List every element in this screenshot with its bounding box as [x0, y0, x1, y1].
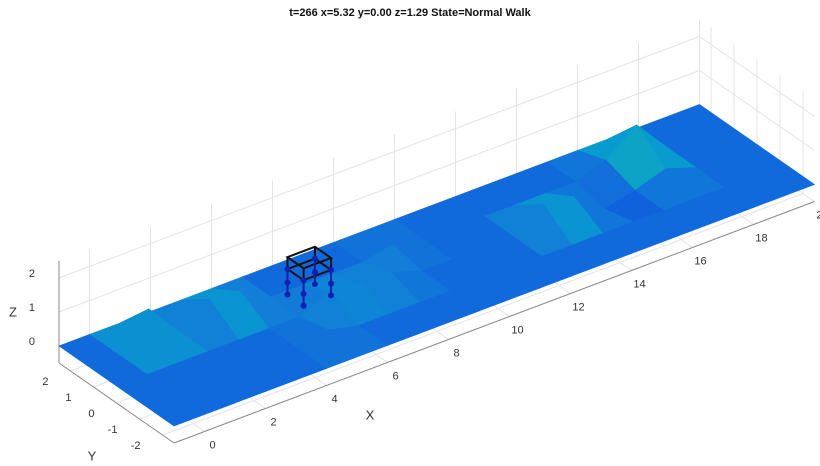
z-tick-label: 1 — [29, 302, 35, 314]
x-tick-label: 2 — [270, 416, 276, 428]
y-axis-label: Y — [88, 448, 97, 463]
page: {"chart_data":{"type":"surface","title":… — [0, 0, 820, 466]
robot-joint — [312, 256, 318, 262]
x-tick-label: 14 — [633, 278, 645, 290]
robot-joint — [284, 280, 290, 286]
z-tick-label: 0 — [29, 336, 35, 348]
z-axis-label: Z — [9, 304, 17, 319]
robot-joint — [301, 303, 307, 309]
robot-joint — [312, 281, 318, 287]
z-tick-label: 2 — [29, 268, 35, 280]
x-tick-label: 8 — [453, 347, 459, 359]
x-axis-label: X — [366, 407, 375, 422]
robot-joint — [328, 280, 334, 286]
robot-joint — [312, 269, 318, 275]
robot-joint — [284, 292, 290, 298]
chart: t=266 x=5.32 y=0.00 z=1.29 State=Normal … — [0, 0, 820, 466]
x-tick-label: 20 — [816, 209, 820, 221]
x-tick-label: 0 — [209, 439, 215, 451]
robot-joint — [301, 291, 307, 297]
x-tick-label: 18 — [755, 232, 767, 244]
x-tick-label: 10 — [511, 324, 523, 336]
y-tick-label: -1 — [108, 424, 118, 436]
y-tick-label: 2 — [42, 376, 48, 388]
x-tick-label: 12 — [572, 301, 584, 313]
robot-joint — [328, 267, 334, 273]
robot-joint — [284, 266, 290, 272]
chart-title: t=266 x=5.32 y=0.00 z=1.29 State=Normal … — [289, 7, 531, 19]
y-tick-label: -2 — [131, 440, 141, 452]
robot-joint — [328, 292, 334, 298]
y-tick-label: 1 — [65, 392, 71, 404]
y-tick-label: 0 — [88, 408, 94, 420]
x-tick-label: 6 — [392, 370, 398, 382]
x-tick-label: 16 — [694, 255, 706, 267]
x-tick-label: 4 — [331, 393, 337, 405]
robot-joint — [301, 277, 307, 283]
